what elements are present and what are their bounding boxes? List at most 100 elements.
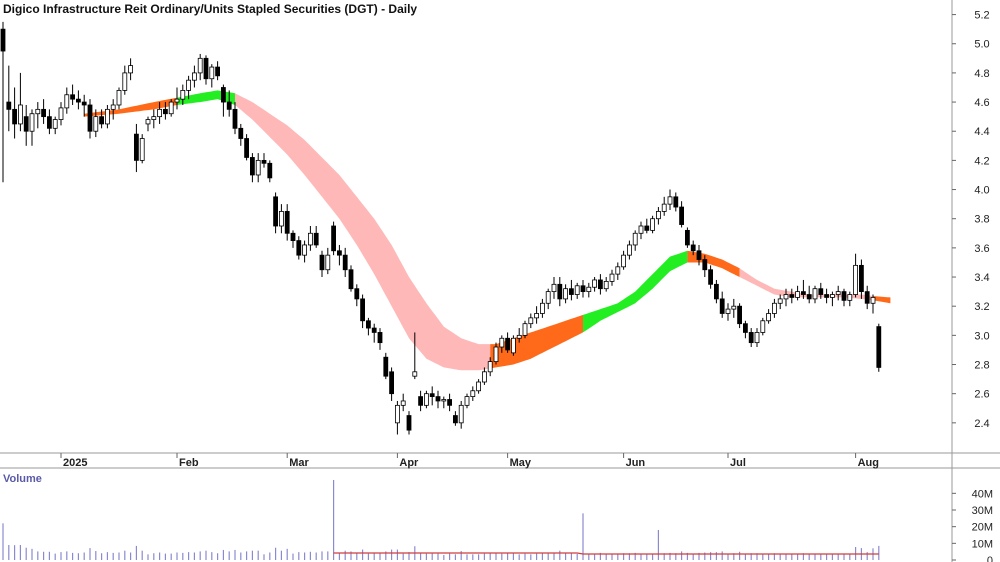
candle-body bbox=[470, 390, 476, 397]
candle-body bbox=[812, 288, 818, 300]
volume-tick-label: 30M bbox=[972, 505, 993, 517]
candle-body bbox=[458, 404, 464, 424]
candle-body bbox=[209, 66, 215, 80]
candle-body bbox=[615, 266, 621, 275]
candle-body bbox=[157, 108, 163, 118]
candle-body bbox=[830, 294, 835, 298]
month-tick-label: Jun bbox=[626, 457, 646, 469]
candle-body bbox=[690, 244, 696, 252]
candle-body bbox=[180, 90, 186, 100]
volume-tick-label: 0 bbox=[987, 555, 993, 562]
candle-body bbox=[534, 313, 539, 319]
candle-body bbox=[441, 399, 447, 402]
candle-body bbox=[632, 232, 638, 246]
candle-body bbox=[371, 327, 377, 333]
volume-tick-label: 10M bbox=[972, 538, 993, 550]
price-tick-label: 3.0 bbox=[974, 330, 989, 342]
price-tick-label: 4.6 bbox=[974, 97, 989, 109]
candle-body bbox=[679, 206, 684, 225]
candle-body bbox=[87, 104, 93, 132]
candle-body bbox=[801, 291, 806, 295]
candle-body bbox=[81, 101, 87, 106]
candle-body bbox=[551, 283, 557, 293]
candle-body bbox=[342, 254, 348, 271]
price-tick-label: 3.6 bbox=[974, 243, 989, 255]
candle-body bbox=[580, 285, 586, 293]
candle-body bbox=[151, 116, 157, 120]
candle-body bbox=[516, 334, 522, 339]
candle-body bbox=[435, 396, 441, 402]
candle-body bbox=[661, 203, 667, 212]
candle-body bbox=[41, 108, 46, 118]
candle-body bbox=[52, 119, 58, 129]
candle-body bbox=[394, 404, 400, 424]
candle-body bbox=[232, 108, 238, 129]
month-tick-label: Mar bbox=[289, 457, 309, 469]
candle-body bbox=[603, 281, 609, 290]
candle-body bbox=[128, 65, 134, 74]
candle-body bbox=[139, 138, 145, 161]
candle-body bbox=[841, 291, 847, 301]
candle-body bbox=[17, 104, 23, 125]
candle-body bbox=[400, 400, 406, 406]
candle-body bbox=[870, 297, 876, 304]
candle-body bbox=[754, 332, 760, 344]
candle-body bbox=[853, 264, 858, 295]
month-tick-label: Feb bbox=[179, 457, 199, 469]
candle-body bbox=[760, 320, 766, 333]
candle-body bbox=[238, 127, 244, 139]
candle-body bbox=[389, 371, 395, 395]
candle-body bbox=[876, 326, 882, 368]
price-tick-label: 2.8 bbox=[974, 360, 989, 372]
chart-title: Digico Infrastructure Reit Ordinary/Unit… bbox=[3, 2, 417, 16]
month-tick-label: Apr bbox=[399, 457, 419, 469]
candle-body bbox=[487, 361, 493, 373]
candlestick-series bbox=[0, 21, 882, 435]
candle-body bbox=[348, 269, 354, 290]
candle-body bbox=[627, 244, 632, 256]
candle-body bbox=[795, 291, 800, 298]
candle-body bbox=[284, 211, 290, 234]
candle-body bbox=[23, 116, 29, 132]
candle-body bbox=[313, 232, 319, 246]
candle-body bbox=[319, 254, 325, 271]
candle-body bbox=[412, 371, 418, 377]
candle-body bbox=[644, 225, 650, 231]
volume-average-line bbox=[333, 552, 879, 555]
candle-body bbox=[93, 116, 99, 132]
ribbon-segment bbox=[177, 90, 235, 105]
candle-body bbox=[777, 298, 783, 304]
candle-body bbox=[719, 298, 725, 314]
candle-body bbox=[406, 415, 412, 431]
candle-body bbox=[592, 279, 597, 288]
candle-body bbox=[859, 264, 864, 293]
candle-body bbox=[197, 57, 203, 74]
candle-body bbox=[296, 240, 302, 256]
candle-body bbox=[377, 332, 383, 344]
candle-body bbox=[650, 218, 655, 231]
candle-body bbox=[261, 159, 267, 164]
candle-body bbox=[116, 90, 122, 106]
candle-body bbox=[714, 283, 719, 300]
candle-body bbox=[510, 337, 516, 354]
candle-body bbox=[505, 337, 511, 351]
price-tick-label: 2.6 bbox=[974, 389, 989, 401]
candle-body bbox=[186, 79, 192, 91]
candle-body bbox=[638, 225, 644, 234]
candle-body bbox=[122, 72, 128, 91]
candle-body bbox=[325, 254, 331, 271]
month-tick-label: Jul bbox=[730, 457, 746, 469]
candle-body bbox=[847, 294, 853, 301]
candle-body bbox=[725, 308, 731, 314]
candle-body bbox=[12, 108, 18, 125]
candle-body bbox=[331, 225, 337, 252]
price-tick-label: 3.2 bbox=[974, 301, 989, 313]
price-tick-label: 4.2 bbox=[974, 155, 989, 167]
candle-body bbox=[609, 273, 615, 282]
candle-body bbox=[203, 57, 209, 80]
candle-body bbox=[685, 229, 690, 246]
candle-body bbox=[70, 94, 75, 100]
candle-body bbox=[476, 381, 482, 392]
candle-body bbox=[835, 291, 841, 295]
candle-body bbox=[220, 87, 226, 103]
